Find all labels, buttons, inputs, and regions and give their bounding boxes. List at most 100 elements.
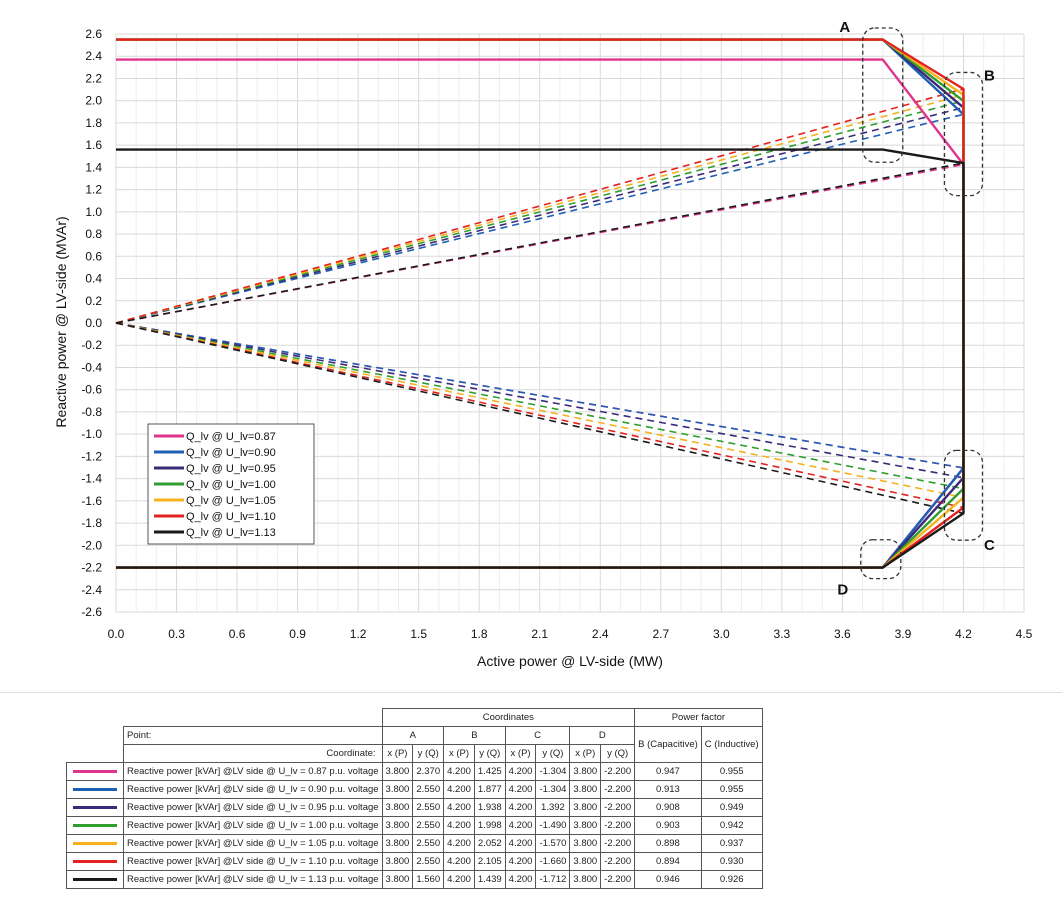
x-tick-label: 4.5 xyxy=(1016,627,1033,641)
y-tick-label: 0.4 xyxy=(85,272,102,286)
series-label: Reactive power [kVAr] @LV side @ U_lv = … xyxy=(123,834,383,853)
x-tick-label: 3.0 xyxy=(713,627,730,641)
point-region-box xyxy=(943,449,984,541)
dashed-line-capacitive xyxy=(115,113,964,324)
pf-inductive-value: 0.942 xyxy=(700,816,763,835)
pf-inductive-value: 0.937 xyxy=(700,834,763,853)
y-tick-label: 2.2 xyxy=(85,71,102,85)
x-tick-label: 1.8 xyxy=(471,627,488,641)
point-label: C xyxy=(984,537,995,554)
pf-inductive-header: C (Inductive) xyxy=(700,726,763,763)
blank-cell xyxy=(67,709,383,727)
legend-label: Q_lv @ U_lv=1.10 xyxy=(186,511,276,523)
series-swatch xyxy=(66,870,124,889)
table-row: Point: A B C D B (Capacitive) C (Inductive) xyxy=(67,726,763,763)
power-factor-header: Power factor xyxy=(634,708,763,727)
y-tick-label: 1.0 xyxy=(85,205,102,219)
pf-inductive-value: 0.949 xyxy=(700,798,763,817)
pf-inductive-value: 0.930 xyxy=(700,852,763,871)
dashed-line-capacitive xyxy=(115,88,964,324)
coordinates-table: Coordinates Power factor Point: A B C D B (Capa… xyxy=(66,708,763,889)
legend-label: Q_lv @ U_lv=0.90 xyxy=(186,447,276,459)
point-label-cell: Point: xyxy=(123,726,383,745)
blank-cell xyxy=(67,745,124,763)
coord-value: 3.800 xyxy=(381,816,414,835)
pf-capacitive-value: 0.908 xyxy=(634,798,702,817)
series-label: Reactive power [kVAr] @LV side @ U_lv = … xyxy=(123,798,383,817)
x-tick-label: 3.9 xyxy=(895,627,912,641)
series-label: Reactive power [kVAr] @LV side @ U_lv = … xyxy=(123,780,383,799)
y-tick-label: 0.6 xyxy=(85,249,102,263)
x-tick-label: 2.4 xyxy=(592,627,609,641)
y-tick-label: 1.6 xyxy=(85,138,102,152)
coord-value: -2.200 xyxy=(600,870,636,889)
coord-value: 2.550 xyxy=(412,834,445,853)
x-axis-label: Active power @ LV-side (MW) xyxy=(477,653,663,669)
point-region-box xyxy=(860,539,902,580)
series-swatch xyxy=(66,834,124,853)
coord-value: 3.800 xyxy=(381,834,414,853)
coord-value: 2.550 xyxy=(412,780,445,799)
yq-header: y (Q) xyxy=(412,744,445,763)
coord-value: 3.800 xyxy=(569,798,602,817)
pf-capacitive-value: 0.894 xyxy=(634,852,702,871)
coord-value: 1.877 xyxy=(473,780,506,799)
coord-value: 2.550 xyxy=(412,798,445,817)
coord-value: 4.200 xyxy=(504,870,537,889)
x-tick-label: 2.1 xyxy=(531,627,548,641)
dashed-lines xyxy=(115,88,964,515)
xp-header: x (P) xyxy=(381,744,414,763)
swatch-line xyxy=(73,770,117,773)
coordinates-header: Coordinates xyxy=(381,708,636,727)
y-tick-label: -0.6 xyxy=(81,383,102,397)
coord-value: 4.200 xyxy=(504,762,537,781)
pf-capacitive-value: 0.946 xyxy=(634,870,702,889)
coord-value: -1.712 xyxy=(535,870,571,889)
point-label: D xyxy=(837,582,848,599)
series-swatch xyxy=(66,798,124,817)
coord-value: 4.200 xyxy=(443,852,475,871)
coord-value: 1.425 xyxy=(473,762,506,781)
yq-header: y (Q) xyxy=(473,744,506,763)
point-region-box xyxy=(943,71,984,197)
coord-value: 4.200 xyxy=(504,798,537,817)
dashed-line-inductive xyxy=(115,322,964,515)
y-tick-label: -1.0 xyxy=(81,427,102,441)
coord-value: -2.200 xyxy=(600,780,636,799)
coord-value: -1.490 xyxy=(535,816,571,835)
coord-value: 3.800 xyxy=(569,780,602,799)
coord-value: 3.800 xyxy=(569,852,602,871)
legend: Q_lv @ U_lv=0.87 Q_lv @ U_lv=0.90 Q_lv @ U… xyxy=(147,423,315,545)
y-tick-label: -1.4 xyxy=(81,472,102,486)
x-tick-label: 1.5 xyxy=(410,627,427,641)
legend-label: Q_lv @ U_lv=1.13 xyxy=(186,527,276,539)
coord-value: 1.392 xyxy=(535,798,571,817)
coord-value: 2.370 xyxy=(412,762,445,781)
pf-inductive-value: 0.955 xyxy=(700,762,763,781)
point-label: B xyxy=(984,67,995,84)
dashed-line-capacitive xyxy=(115,106,964,324)
y-tick-label: -0.8 xyxy=(81,405,102,419)
coord-value: -1.304 xyxy=(535,762,571,781)
y-tick-label: 1.8 xyxy=(85,116,102,130)
series-label: Reactive power [kVAr] @LV side @ U_lv = … xyxy=(123,762,383,781)
y-tick-label: 0.2 xyxy=(85,294,102,308)
dashed-line-inductive xyxy=(115,322,964,499)
series-swatch xyxy=(66,816,124,835)
pf-capacitive-value: 0.913 xyxy=(634,780,702,799)
coord-value: -2.200 xyxy=(600,852,636,871)
coord-value: 3.800 xyxy=(381,852,414,871)
series-swatch xyxy=(66,852,124,871)
xp-header: x (P) xyxy=(569,744,602,763)
dashed-line-capacitive xyxy=(115,94,964,324)
y-tick-label: -0.4 xyxy=(81,360,102,374)
coord-value: 2.550 xyxy=(412,816,445,835)
series-swatch xyxy=(66,762,124,781)
y-tick-label: 0.8 xyxy=(85,227,102,241)
blank-cell xyxy=(67,727,124,745)
pf-inductive-value: 0.955 xyxy=(700,780,763,799)
coord-value: 4.200 xyxy=(504,834,537,853)
coordinate-label-cell: Coordinate: xyxy=(123,744,383,763)
pf-capacitive-value: 0.947 xyxy=(634,762,702,781)
table-row: Reactive power [kVAr] @LV side @ U_lv = … xyxy=(66,798,763,817)
